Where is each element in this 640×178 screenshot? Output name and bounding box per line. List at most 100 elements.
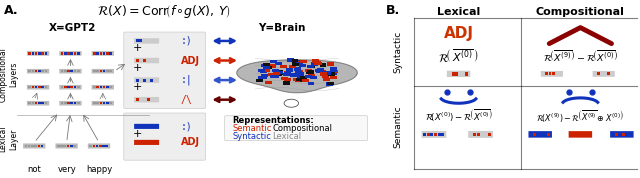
FancyBboxPatch shape — [610, 131, 634, 138]
Bar — [259, 69, 265, 72]
Bar — [319, 63, 326, 67]
Bar — [323, 78, 330, 81]
Bar — [533, 133, 536, 136]
FancyBboxPatch shape — [60, 69, 82, 74]
Bar — [265, 81, 271, 84]
Bar — [268, 73, 275, 76]
FancyBboxPatch shape — [134, 97, 159, 102]
Bar — [136, 98, 139, 101]
Bar — [97, 52, 99, 55]
FancyBboxPatch shape — [422, 131, 446, 138]
Bar — [283, 81, 290, 85]
Bar — [300, 76, 307, 79]
Bar — [100, 70, 102, 72]
Bar — [311, 62, 318, 66]
Bar — [109, 86, 112, 88]
FancyBboxPatch shape — [27, 85, 49, 90]
Bar — [64, 86, 67, 88]
Text: /\: /\ — [181, 95, 193, 105]
Bar — [38, 70, 41, 72]
Bar — [102, 145, 105, 147]
FancyBboxPatch shape — [134, 77, 159, 83]
Bar — [100, 86, 102, 88]
Bar — [143, 59, 146, 62]
Bar — [45, 70, 47, 72]
Bar — [270, 60, 276, 63]
Text: Lexical: Lexical — [272, 132, 301, 141]
Bar — [284, 78, 291, 81]
Text: Compositional: Compositional — [272, 124, 332, 133]
Bar — [28, 70, 31, 72]
Bar — [93, 86, 96, 88]
Bar — [38, 102, 41, 104]
Bar — [136, 125, 139, 128]
Text: B.: B. — [386, 4, 400, 17]
Bar — [270, 75, 276, 78]
Bar — [263, 69, 270, 72]
Bar — [42, 86, 44, 88]
Bar — [28, 102, 31, 104]
Bar — [618, 133, 621, 136]
Bar — [276, 72, 284, 75]
Bar — [28, 52, 31, 55]
Bar — [292, 59, 298, 63]
FancyBboxPatch shape — [92, 69, 114, 74]
Bar — [64, 70, 67, 72]
Bar — [317, 69, 324, 72]
Bar — [266, 66, 272, 69]
Bar — [97, 102, 99, 104]
Bar — [67, 145, 69, 147]
Bar — [452, 72, 454, 76]
Bar — [283, 72, 290, 76]
Bar — [530, 133, 532, 136]
Bar — [64, 52, 67, 55]
FancyBboxPatch shape — [92, 51, 114, 56]
Bar — [74, 102, 76, 104]
Text: A.: A. — [4, 4, 19, 17]
Bar — [136, 40, 139, 42]
Bar — [143, 141, 146, 144]
Bar — [540, 133, 543, 136]
Bar — [67, 86, 70, 88]
FancyBboxPatch shape — [134, 124, 159, 129]
Bar — [317, 69, 324, 72]
Bar — [93, 102, 96, 104]
Bar — [292, 63, 299, 66]
Bar — [45, 102, 47, 104]
Bar — [35, 102, 38, 104]
Text: Semantic: Semantic — [393, 105, 402, 148]
Bar — [35, 86, 38, 88]
Bar — [31, 102, 35, 104]
Bar — [477, 133, 480, 136]
Bar — [260, 69, 267, 73]
Bar — [330, 67, 337, 71]
Bar — [296, 78, 303, 81]
FancyBboxPatch shape — [124, 113, 205, 160]
Bar — [260, 74, 268, 77]
Bar — [275, 73, 282, 76]
Bar — [35, 145, 37, 147]
FancyBboxPatch shape — [60, 101, 82, 106]
Bar — [90, 145, 92, 147]
Bar — [438, 133, 440, 136]
Bar — [258, 76, 265, 79]
Bar — [293, 78, 300, 81]
Bar — [100, 52, 102, 55]
Text: +: + — [133, 82, 143, 92]
Text: Compositional: Compositional — [536, 7, 625, 17]
FancyBboxPatch shape — [447, 71, 470, 77]
Bar — [330, 72, 337, 75]
Bar — [273, 72, 280, 75]
Bar — [70, 52, 73, 55]
Bar — [310, 76, 317, 80]
Text: Lexical: Lexical — [437, 7, 480, 17]
Bar — [45, 86, 47, 88]
Bar — [103, 52, 106, 55]
Text: $\mathcal{R}\!\left(X^{(0)}\right)-\mathcal{R}\!\left(\overline{X^{(0)}}\right)$: $\mathcal{R}\!\left(X^{(0)}\right)-\math… — [424, 107, 493, 123]
FancyBboxPatch shape — [92, 101, 114, 106]
Bar — [302, 79, 308, 82]
Bar — [136, 59, 139, 62]
Bar — [488, 133, 491, 136]
Bar — [441, 133, 444, 136]
Bar — [276, 71, 284, 74]
